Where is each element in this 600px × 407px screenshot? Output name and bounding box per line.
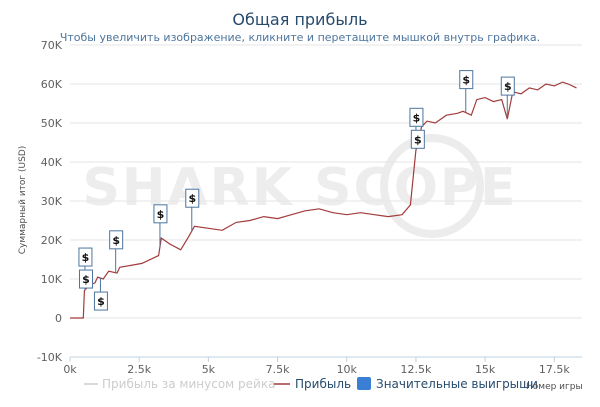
y-tick-label: -10K <box>37 351 63 364</box>
y-tick-label: 30K <box>41 195 63 208</box>
y-tick-label: 0 <box>55 312 62 325</box>
legend-item-profit[interactable]: Прибыль <box>274 377 351 391</box>
significant-wins-flags[interactable]: $ $ $ $ $ $ $ $ $ $ <box>78 70 515 311</box>
legend-profit-label: Прибыль <box>295 377 351 391</box>
y-tick-label: 60K <box>41 78 63 91</box>
win-flag-label: $ <box>188 192 196 205</box>
win-flag[interactable] <box>153 204 168 224</box>
x-tick-label: 15k <box>475 363 496 376</box>
y-axis-title: Суммарный итог (USD) <box>18 146 28 255</box>
win-flag[interactable] <box>78 247 93 267</box>
watermark-crosshair-circle <box>380 134 484 238</box>
legend-wins-swatch <box>357 377 371 390</box>
win-flag[interactable] <box>410 129 425 149</box>
chart-title: Общая прибыль <box>232 10 367 29</box>
legend-item-wins[interactable]: Значительные выигрыши <box>357 377 538 391</box>
chart-subtitle: Чтобы увеличить изображение, кликните и … <box>60 31 540 44</box>
win-flag[interactable] <box>185 188 200 208</box>
win-flag-label: $ <box>504 80 512 93</box>
win-flag[interactable] <box>109 230 124 250</box>
win-flag[interactable] <box>78 269 93 289</box>
x-axis-title: Номер игры <box>526 382 583 392</box>
x-tick-label: 5k <box>202 363 216 376</box>
legend: Прибыль за минусом рейка Прибыль Значите… <box>84 377 583 392</box>
legend-wins-label: Значительные выигрыши <box>376 377 538 391</box>
win-flag-label: $ <box>414 133 422 146</box>
x-tick-label: 12.5k <box>401 363 432 376</box>
y-tick-label: 20K <box>41 234 63 247</box>
x-tick-label: 10k <box>337 363 358 376</box>
x-tick-label: 7.5k <box>266 363 290 376</box>
win-flag[interactable] <box>500 76 515 96</box>
watermark-text: SHARK SCOPE <box>82 158 517 218</box>
win-flag-label: $ <box>413 111 421 124</box>
win-flag[interactable] <box>459 70 474 90</box>
win-flag[interactable] <box>93 291 108 311</box>
y-axis: -10K 0 10K 20K 30K 40K 50K 60K 70K <box>37 39 63 364</box>
win-flag-label: $ <box>157 208 165 221</box>
x-tick-label: 17.5k <box>539 363 570 376</box>
y-tick-label: 40K <box>41 156 63 169</box>
legend-rake-label: Прибыль за минусом рейка <box>102 377 275 391</box>
x-tick-label: 2.5k <box>127 363 151 376</box>
y-tick-label: 10K <box>41 273 63 286</box>
watermark: SHARK SCOPE <box>82 134 517 238</box>
plot-area[interactable] <box>70 81 577 319</box>
profit-series-line[interactable] <box>70 81 577 319</box>
win-flag-label: $ <box>82 273 90 286</box>
win-flag-label: $ <box>462 74 470 87</box>
legend-item-rake[interactable]: Прибыль за минусом рейка <box>84 377 275 391</box>
x-tick-label: 0k <box>63 363 77 376</box>
win-flag-label: $ <box>97 295 105 308</box>
x-axis: 0k 2.5k 5k 7.5k 10k 12.5k 15k 17.5k <box>63 356 582 376</box>
win-flag[interactable] <box>409 107 424 127</box>
win-flag-label: $ <box>112 234 120 247</box>
win-flag-label: $ <box>82 251 90 264</box>
y-tick-label: 70K <box>41 39 63 52</box>
y-tick-label: 50K <box>41 117 63 130</box>
